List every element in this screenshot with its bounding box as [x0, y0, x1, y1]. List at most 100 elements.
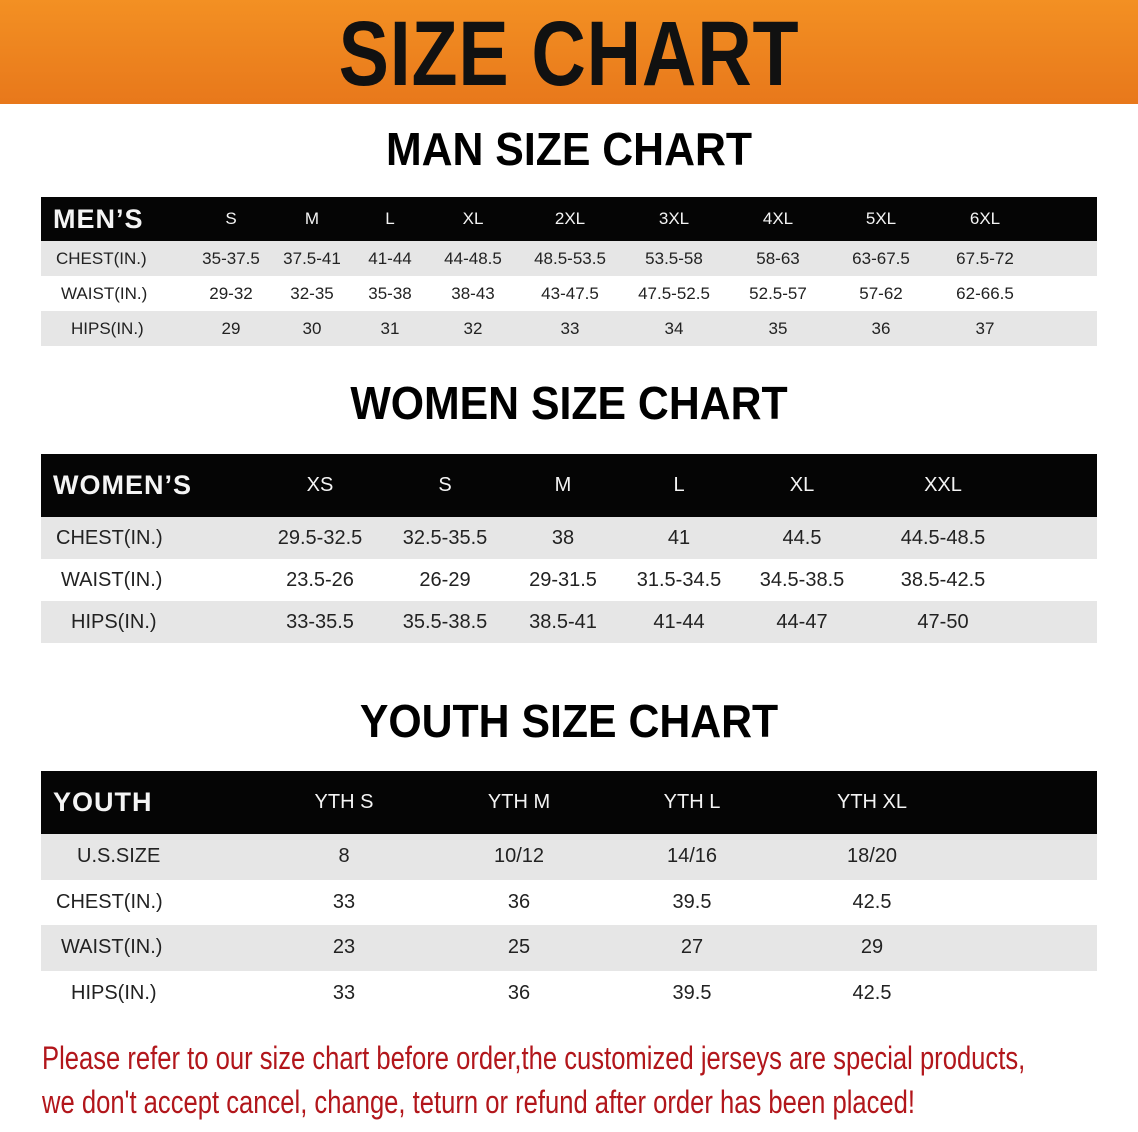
- table-cell: 23.5-26: [286, 568, 354, 591]
- table-cell: 25: [507, 936, 531, 959]
- table-cell: 33: [332, 981, 356, 1004]
- size-header: XS: [306, 474, 334, 496]
- table-row: CHEST(IN.) 35-37.5 37.5-41 41-44 44-48.5 48.5…: [41, 241, 1097, 276]
- table-cell: 48.5-53.5: [534, 248, 606, 268]
- table-header-row: YOUTH YTH S YTH M YTH L YTH XL: [41, 771, 1097, 834]
- table-cell: 38: [551, 526, 575, 549]
- table-cell: 38-43: [451, 283, 495, 303]
- table-cell: 42.5: [852, 890, 892, 913]
- table-title: WOMEN’S: [53, 470, 192, 500]
- table-cell: 27: [680, 936, 704, 959]
- table-row: HIPS(IN.) 33-35.5 35.5-38.5 38.5-41 41-44 44-…: [41, 601, 1097, 643]
- table-cell: 37: [975, 318, 995, 338]
- table-cell: 44.5: [782, 526, 822, 549]
- table-cell: 23: [332, 936, 356, 959]
- measurement-label: CHEST(IN.): [56, 248, 147, 268]
- table-cell: 38.5-42.5: [900, 568, 986, 591]
- table-cell: 33-35.5: [286, 610, 354, 633]
- table-cell: 47.5-52.5: [638, 283, 710, 303]
- size-header: XXL: [924, 474, 962, 496]
- table-cell: 36: [871, 318, 891, 338]
- women-section-title: WOMEN SIZE CHART: [350, 377, 788, 429]
- table-cell: 32-35: [290, 283, 334, 303]
- table-cell: 67.5-72: [956, 248, 1014, 268]
- table-cell: 47-50: [917, 610, 969, 633]
- men-size-table: MEN’S S M L XL 2XL 3XL 4XL 5XL 6XL CHEST(IN.) 35-37…: [41, 197, 1097, 346]
- size-header: YTH M: [487, 791, 551, 813]
- table-cell: 30: [302, 318, 322, 338]
- measurement-label: WAIST(IN.): [61, 936, 163, 959]
- table-cell: 44-47: [776, 610, 828, 633]
- size-header: 5XL: [865, 209, 897, 228]
- table-cell: 35-38: [368, 283, 412, 303]
- table-cell: 29: [221, 318, 241, 338]
- size-header: XL: [789, 474, 815, 496]
- measurement-label: HIPS(IN.): [71, 981, 157, 1004]
- table-cell: 14/16: [666, 845, 718, 868]
- size-header: 2XL: [554, 209, 586, 228]
- size-header: YTH XL: [836, 791, 908, 813]
- table-row: WAIST(IN.) 23.5-26 26-29 29-31.5 31.5-34.5 34…: [41, 559, 1097, 601]
- table-cell: 35-37.5: [202, 248, 260, 268]
- table-cell: 10/12: [493, 845, 545, 868]
- men-section-title: MAN SIZE CHART: [385, 123, 752, 175]
- table-cell: 36: [507, 890, 531, 913]
- table-cell: 29-31.5: [529, 568, 597, 591]
- table-cell: 32: [463, 318, 483, 338]
- size-header: XL: [462, 209, 484, 228]
- table-cell: 39.5: [672, 890, 712, 913]
- table-cell: 29-32: [209, 283, 253, 303]
- table-title: MEN’S: [53, 203, 144, 234]
- table-cell: 29: [860, 936, 884, 959]
- size-header: S: [438, 474, 452, 496]
- measurement-label: HIPS(IN.): [71, 610, 157, 633]
- size-header: 6XL: [969, 209, 1001, 228]
- measurement-label: HIPS(IN.): [71, 318, 144, 338]
- table-cell: 36: [507, 981, 531, 1004]
- order-notice-line-1: Please refer to our size chart before or…: [42, 1040, 1026, 1076]
- table-row: CHEST(IN.) 33 36 39.5 42.5: [41, 879, 1097, 925]
- size-header: 3XL: [658, 209, 690, 228]
- table-cell: 53.5-58: [645, 248, 703, 268]
- table-row: HIPS(IN.) 29 30 31 32 33 34 35 36 37: [41, 311, 1097, 346]
- table-cell: 58-63: [756, 248, 800, 268]
- table-row: HIPS(IN.) 33 36 39.5 42.5: [41, 970, 1097, 1016]
- table-cell: 33: [560, 318, 580, 338]
- table-cell: 35.5-38.5: [402, 610, 488, 633]
- table-cell: 41-44: [368, 248, 412, 268]
- table-row: WAIST(IN.) 23 25 27 29: [41, 925, 1097, 971]
- table-header-row: MEN’S S M L XL 2XL 3XL 4XL 5XL 6XL: [41, 197, 1097, 241]
- women-size-table: WOMEN’S XS S M L XL XXL CHEST(IN.) 29.5-32.5 32.5…: [41, 454, 1097, 643]
- size-header: M: [304, 209, 320, 228]
- measurement-label: WAIST(IN.): [61, 568, 163, 591]
- size-header: L: [385, 209, 395, 228]
- table-row: WAIST(IN.) 29-32 32-35 35-38 38-43 43-47.5 47.…: [41, 276, 1097, 311]
- table-cell: 33: [332, 890, 356, 913]
- table-title: YOUTH: [53, 787, 153, 817]
- measurement-label: WAIST(IN.): [61, 283, 148, 303]
- table-row: CHEST(IN.) 29.5-32.5 32.5-35.5 38 41 44.5 44.5…: [41, 517, 1097, 559]
- table-cell: 29.5-32.5: [277, 526, 363, 549]
- size-header: L: [673, 474, 685, 496]
- table-cell: 26-29: [419, 568, 471, 591]
- table-cell: 34.5-38.5: [759, 568, 845, 591]
- youth-size-table: YOUTH YTH S YTH M YTH L YTH XL U.S.SIZE 8 10/12…: [41, 771, 1097, 1016]
- size-header: S: [225, 209, 237, 228]
- table-cell: 44-48.5: [444, 248, 502, 268]
- measurement-label: CHEST(IN.): [56, 526, 163, 549]
- order-notice: Please refer to our size chart before or…: [42, 1036, 1138, 1124]
- table-cell: 44.5-48.5: [900, 526, 986, 549]
- table-cell: 32.5-35.5: [402, 526, 488, 549]
- size-header: YTH S: [314, 791, 374, 813]
- table-cell: 8: [338, 845, 350, 868]
- table-header-row: WOMEN’S XS S M L XL XXL: [41, 454, 1097, 517]
- table-cell: 18/20: [846, 845, 898, 868]
- table-cell: 31.5-34.5: [636, 568, 722, 591]
- table-cell: 57-62: [859, 283, 903, 303]
- table-cell: 35: [768, 318, 788, 338]
- banner: SIZE CHART: [0, 0, 1138, 104]
- banner-title: SIZE CHART: [338, 3, 800, 105]
- table-cell: 41-44: [653, 610, 705, 633]
- order-notice-line-2: we don't accept cancel, change, teturn o…: [42, 1084, 915, 1120]
- table-cell: 62-66.5: [956, 283, 1014, 303]
